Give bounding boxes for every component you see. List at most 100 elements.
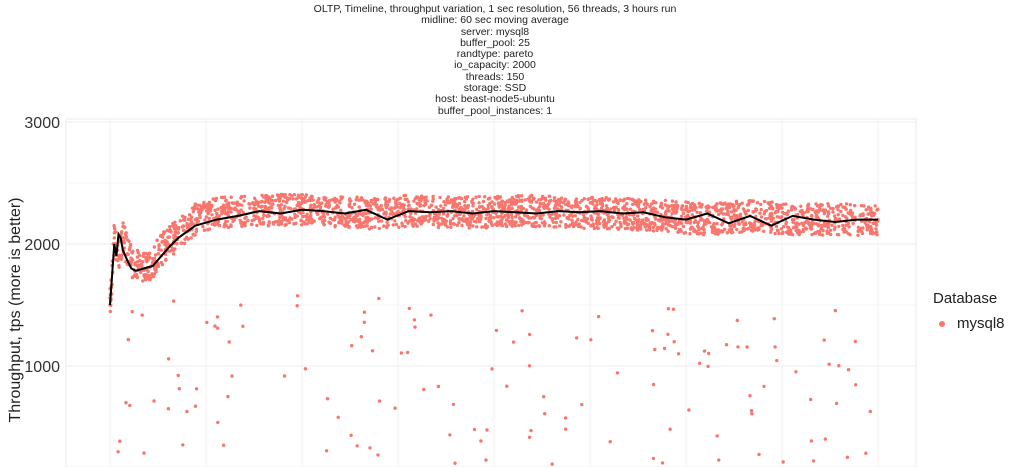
data-point [340,221,344,225]
data-point [763,217,768,221]
data-point [570,221,575,225]
data-point [508,207,512,211]
data-point [751,226,755,230]
data-point [266,208,270,212]
data-point [508,221,512,225]
data-point [173,247,177,251]
data-point [615,371,620,375]
legend-item: mysql8 [939,315,1023,332]
data-point [547,224,551,228]
data-point [725,231,729,235]
data-point [625,226,630,230]
data-point [749,222,753,226]
data-point [202,202,206,206]
data-point [543,206,548,210]
data-point [573,200,578,204]
data-point [622,216,626,221]
data-point [224,199,228,203]
data-point [293,212,297,216]
data-point [596,212,601,217]
data-point [268,201,272,205]
data-point [475,225,479,229]
data-point [263,204,267,209]
data-point [547,194,551,198]
data-point [180,214,185,218]
data-point [316,198,320,203]
data-point [517,199,521,203]
data-point [448,433,452,437]
data-point [706,364,710,369]
data-point [292,193,297,197]
data-point [653,347,657,352]
data-point [735,216,739,220]
data-point [719,211,723,215]
data-point [402,193,406,198]
data-point [116,450,120,454]
data-point [865,224,869,229]
data-point [488,215,492,219]
data-point [827,362,831,366]
data-point [422,387,426,392]
data-point [604,224,608,228]
data-point [586,206,590,210]
data-point [820,233,825,237]
data-point [262,213,266,217]
data-point [458,196,462,200]
data-point [850,211,854,216]
data-point [269,198,273,202]
data-point [731,204,735,208]
data-point [205,320,209,325]
data-point [148,256,152,260]
data-point [527,435,532,439]
data-point [795,221,799,225]
data-point [124,231,128,235]
data-point [717,208,722,212]
data-point [628,207,633,211]
data-point [398,201,402,206]
data-point [767,216,772,220]
data-point [754,209,758,213]
data-point [610,224,614,229]
data-point [557,198,561,203]
data-point [861,213,865,218]
data-point [720,207,725,211]
data-point [117,263,121,268]
data-point [157,244,161,248]
data-point [653,215,657,219]
data-point [417,218,421,223]
data-point [505,384,509,388]
data-point [770,214,774,218]
data-point [120,253,124,258]
data-point [777,231,781,236]
data-point [552,196,557,200]
data-point [429,313,433,317]
data-point [637,218,641,222]
data-point [309,195,314,199]
data-point [868,409,872,414]
data-point [784,211,789,215]
data-point [550,462,554,466]
data-point [310,217,314,221]
data-point [713,204,717,209]
data-point [661,222,665,226]
data-point [295,294,300,298]
data-point [152,245,156,249]
data-point [674,200,678,204]
data-point [324,449,329,453]
data-point [213,208,217,212]
data-point [626,196,630,201]
data-point [449,225,453,229]
data-point [441,212,446,216]
data-point [189,236,193,240]
data-point [303,222,307,226]
data-point [550,212,554,216]
data-point [846,368,851,372]
data-point [280,219,284,223]
data-point [757,452,761,457]
data-point [327,205,331,209]
data-point [513,215,518,219]
data-point [521,206,526,211]
data-point [532,224,536,228]
data-point [349,433,353,437]
data-point [153,267,157,271]
